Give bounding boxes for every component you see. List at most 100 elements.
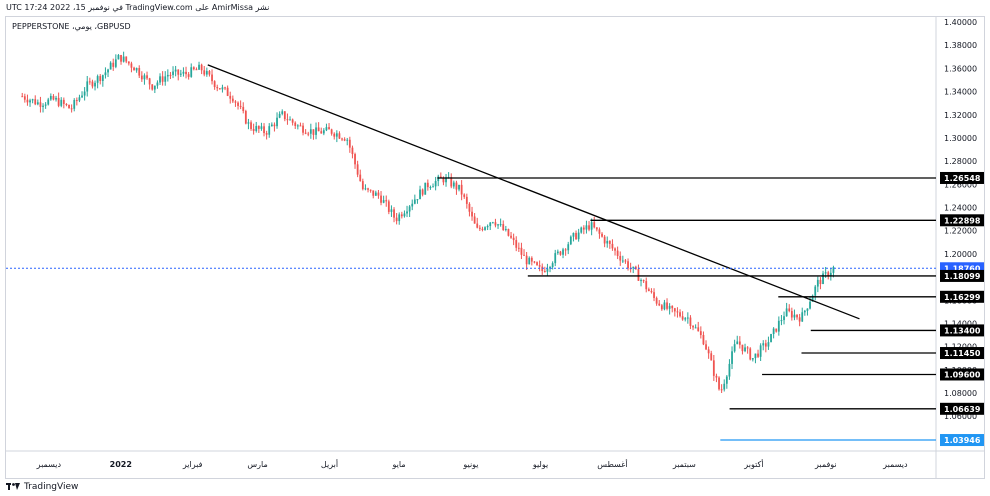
candle-body: [133, 67, 135, 71]
candle-body: [567, 244, 570, 251]
candle-body: [624, 260, 627, 262]
x-tick-label: أغسطس: [597, 459, 627, 469]
candle-body: [107, 69, 109, 73]
candle-body: [741, 344, 744, 352]
candle-body: [135, 68, 138, 71]
candle-body: [419, 189, 421, 200]
candle-body: [81, 95, 83, 98]
candle-body: [666, 302, 668, 309]
x-tick-label: يونيو: [462, 460, 478, 469]
candle-body: [338, 133, 341, 139]
candle-body: [226, 87, 229, 96]
level-badge: [940, 214, 984, 227]
candle-body: [806, 308, 809, 311]
candle-body: [114, 59, 117, 67]
candle-body: [627, 261, 629, 269]
candle-body: [585, 225, 588, 230]
candle-body: [723, 383, 726, 390]
candle-body: [148, 78, 151, 85]
candle-body: [411, 203, 414, 207]
candle-body: [39, 102, 42, 107]
candle-body: [91, 81, 94, 87]
candle-body: [689, 317, 692, 326]
candle-body: [182, 71, 185, 74]
x-tick-label: مايو: [392, 460, 406, 469]
candle-body: [744, 347, 746, 352]
candle-body: [733, 344, 736, 352]
candle-body: [234, 101, 237, 103]
candle-body: [286, 119, 289, 121]
candle-body: [328, 127, 330, 130]
candle-body: [109, 62, 112, 70]
candle-body: [239, 105, 242, 107]
candle-body: [663, 302, 666, 310]
candle-body: [47, 99, 50, 105]
candle-body: [559, 251, 562, 255]
candle-body: [372, 190, 375, 196]
candle-body: [221, 87, 224, 90]
level-badge: [940, 290, 984, 303]
level-badge: [940, 347, 984, 360]
level-label: 1.06639: [944, 405, 981, 414]
candle-body: [671, 305, 674, 309]
candle-body: [598, 229, 601, 234]
candle-body: [777, 320, 780, 332]
level-badge: [940, 434, 984, 447]
trendline: [207, 64, 860, 320]
candle-body: [507, 229, 510, 236]
level-label: 1.11450: [944, 349, 981, 358]
candle-body: [783, 316, 785, 321]
candle-body: [382, 200, 385, 203]
candle-body: [707, 349, 710, 354]
candle-body: [57, 97, 60, 106]
candle-body: [536, 262, 538, 266]
candle-body: [416, 199, 419, 201]
candle-body: [684, 318, 687, 320]
candle-body: [299, 125, 302, 127]
level-badge: [940, 269, 984, 282]
candle-body: [731, 351, 733, 364]
candle-body: [653, 292, 655, 298]
candle-body: [164, 76, 167, 82]
chart-frame[interactable]: 1.40000 1.38000 1.36000 1.34000 1.32000 1.300…: [5, 16, 985, 479]
candle-body: [23, 96, 26, 100]
candle-body: [385, 200, 388, 202]
y-tick-label: 1.40000: [944, 18, 977, 27]
candle-body: [562, 249, 564, 255]
candle-body: [614, 248, 616, 251]
candle-body: [335, 133, 338, 137]
candle-body: [450, 177, 453, 187]
candle-body: [803, 310, 806, 313]
candle-body: [211, 74, 213, 82]
candle-body: [832, 267, 835, 273]
candle-body: [434, 181, 437, 187]
candle-body: [499, 224, 502, 226]
candle-body: [120, 55, 122, 62]
candle-body: [398, 214, 401, 222]
candle-body: [621, 260, 624, 262]
candle-body: [476, 223, 479, 228]
candle-body: [788, 308, 791, 312]
candle-body: [130, 63, 133, 68]
candle-body: [473, 216, 476, 224]
candle-body: [346, 139, 349, 141]
candle-body: [213, 81, 216, 88]
candle-body: [380, 195, 382, 203]
candle-body: [216, 87, 219, 89]
candle-body: [502, 224, 505, 231]
candle-body: [125, 56, 128, 62]
candle-body: [593, 222, 596, 228]
candle-body: [151, 84, 154, 90]
candle-body: [770, 334, 772, 343]
candle-body: [426, 182, 429, 188]
candle-body: [140, 75, 143, 80]
candle-body: [543, 271, 546, 273]
candle-body: [512, 237, 515, 241]
candle-body: [374, 192, 377, 196]
y-tick-label: 1.32000: [944, 111, 977, 120]
y-tick-label: 1.38000: [944, 41, 977, 50]
candle-body: [595, 227, 598, 230]
candle-body: [75, 100, 78, 102]
candle-body: [205, 71, 208, 75]
price-chart[interactable]: 1.40000 1.38000 1.36000 1.34000 1.32000 1.300…: [6, 17, 984, 478]
